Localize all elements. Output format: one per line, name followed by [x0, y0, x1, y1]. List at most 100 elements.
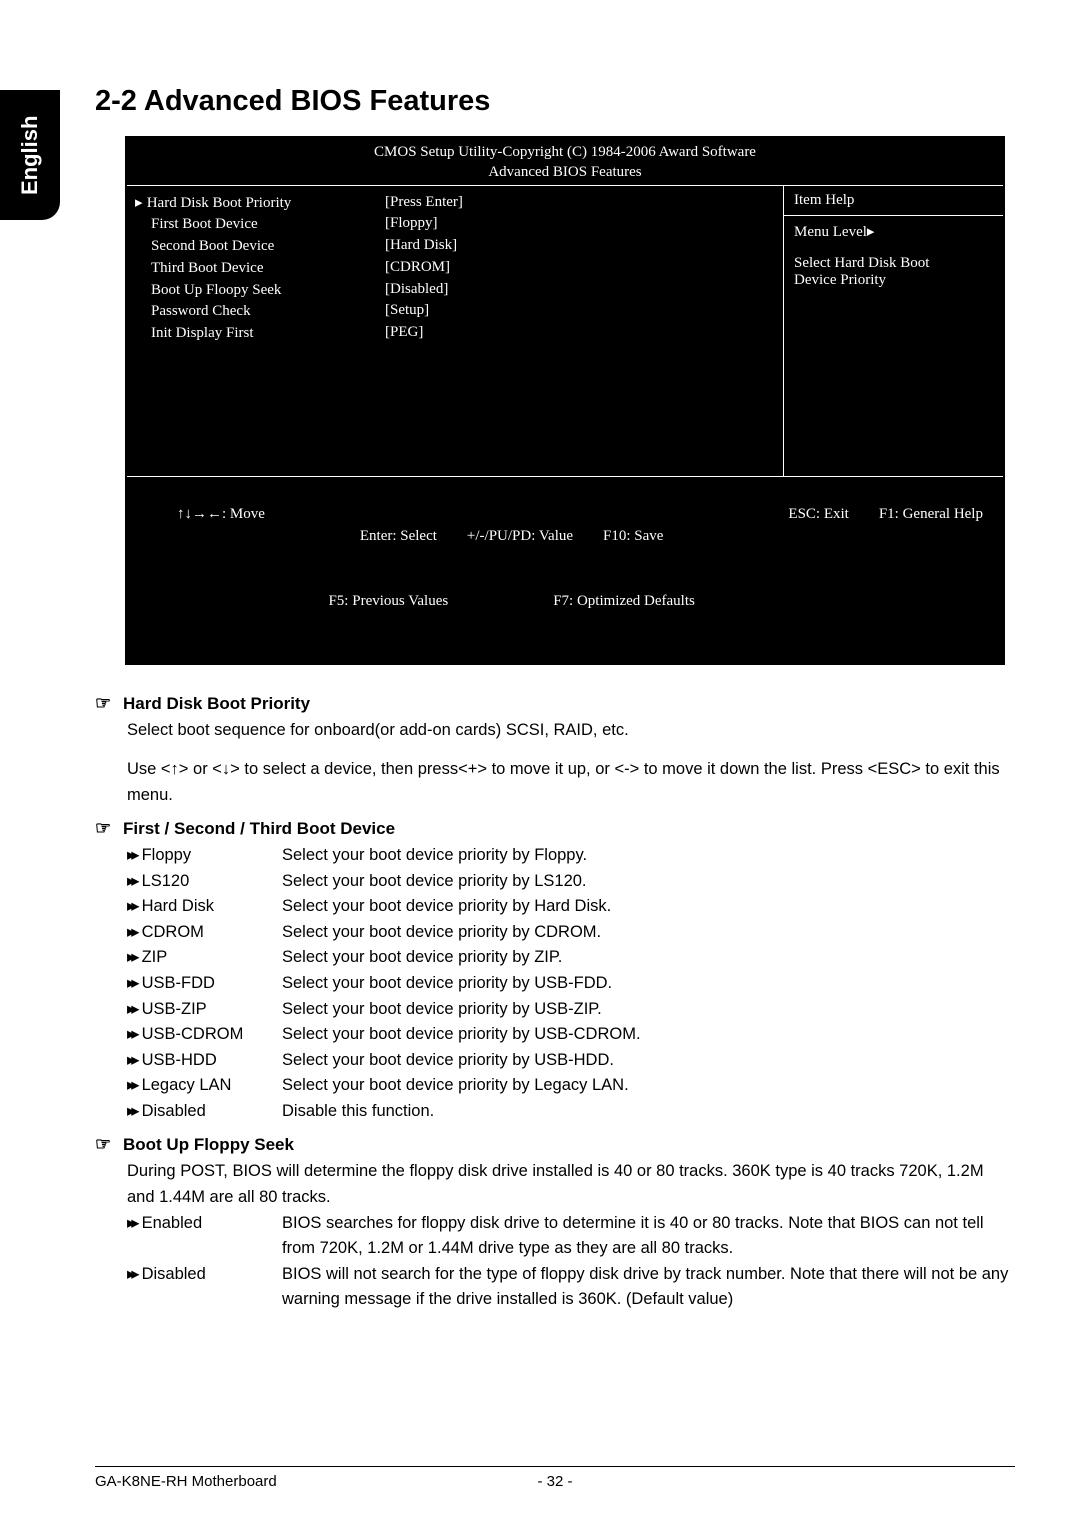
option-row: ▸▸CDROMSelect your boot device priority … — [127, 920, 1015, 946]
bios-value: [PEG] — [385, 322, 645, 344]
option-row: ▸▸DisabledDisable this function. — [127, 1099, 1015, 1125]
footer-page-number: - 32 - — [537, 1473, 572, 1490]
bios-value: [Press Enter] — [385, 192, 645, 214]
section-heading: First / Second / Third Boot Device — [123, 819, 395, 838]
option-desc: Select your boot device priority by ZIP. — [282, 945, 562, 971]
bios-label: Hard Disk Boot Priority — [147, 195, 292, 211]
option-row: ▸▸USB-CDROMSelect your boot device prior… — [127, 1022, 1015, 1048]
bios-label: Second Boot Device — [135, 236, 385, 258]
option-row: ▸▸FloppySelect your boot device priority… — [127, 843, 1015, 869]
option-desc: Select your boot device priority by LS12… — [282, 869, 587, 895]
option-desc: BIOS will not search for the type of flo… — [282, 1262, 1015, 1313]
option-row: ▸▸Hard DiskSelect your boot device prior… — [127, 894, 1015, 920]
bios-header-line1: CMOS Setup Utility-Copyright (C) 1984-20… — [127, 142, 1003, 162]
section-boot-device: ☞ First / Second / Third Boot Device ▸▸Fl… — [95, 818, 1015, 1124]
option-name: ▸▸Hard Disk — [127, 894, 282, 920]
option-desc: Select your boot device priority by Flop… — [282, 843, 587, 869]
bios-value: [Setup] — [385, 300, 645, 322]
page-content: 2-2 Advanced BIOS Features CMOS Setup Ut… — [95, 85, 1015, 1323]
arrow-icon: ▸▸ — [127, 1000, 136, 1018]
page-footer: GA-K8NE-RH Motherboard - 32 - — [95, 1466, 1015, 1490]
bios-value: [Disabled] — [385, 279, 645, 301]
bios-header: CMOS Setup Utility-Copyright (C) 1984-20… — [127, 138, 1003, 186]
help-title: Item Help — [794, 192, 993, 209]
bios-value: [CDROM] — [385, 257, 645, 279]
help-text: Device Priority — [794, 272, 993, 289]
option-row: ▸▸EnabledBIOS searches for floppy disk d… — [127, 1211, 1015, 1262]
option-desc: Select your boot device priority by Lega… — [282, 1073, 629, 1099]
option-row: ▸▸USB-HDDSelect your boot device priorit… — [127, 1048, 1015, 1074]
bios-header-line2: Advanced BIOS Features — [127, 162, 1003, 182]
option-name: ▸▸USB-HDD — [127, 1048, 282, 1074]
arrow-icon: ▸▸ — [127, 923, 136, 941]
option-desc: Select your boot device priority by USB-… — [282, 1022, 641, 1048]
option-name: ▸▸USB-CDROM — [127, 1022, 282, 1048]
section-floppy-seek: ☞ Boot Up Floppy Seek During POST, BIOS w… — [95, 1134, 1015, 1312]
option-desc: Select your boot device priority by USB-… — [282, 1048, 614, 1074]
option-row: ▸▸DisabledBIOS will not search for the t… — [127, 1262, 1015, 1313]
option-row: ▸▸USB-FDDSelect your boot device priorit… — [127, 971, 1015, 997]
option-name: ▸▸Legacy LAN — [127, 1073, 282, 1099]
bios-label: Password Check — [135, 301, 385, 323]
paragraph: Use <↑> or <↓> to select a device, then … — [127, 757, 1015, 808]
arrow-icon: ▸▸ — [127, 872, 136, 890]
option-row: ▸▸Legacy LANSelect your boot device prio… — [127, 1073, 1015, 1099]
help-menu-level: Menu Level▸ — [794, 222, 993, 241]
option-desc: Disable this function. — [282, 1099, 434, 1125]
arrow-icon: ▸▸ — [127, 846, 136, 864]
option-desc: Select your boot device priority by Hard… — [282, 894, 611, 920]
arrow-icon: ▸▸ — [127, 1214, 136, 1232]
bios-values-column: [Press Enter] [Floppy] [Hard Disk] [CDRO… — [385, 192, 645, 470]
footer-select: Enter: Select — [360, 528, 437, 544]
arrow-icon: ▸▸ — [127, 897, 136, 915]
option-name: ▸▸USB-FDD — [127, 971, 282, 997]
option-row: ▸▸USB-ZIPSelect your boot device priorit… — [127, 997, 1015, 1023]
bios-label: Boot Up Floopy Seek — [135, 280, 385, 302]
option-name: ▸▸CDROM — [127, 920, 282, 946]
option-name: ▸▸USB-ZIP — [127, 997, 282, 1023]
bios-label: Init Display First — [135, 323, 385, 345]
footer-value: +/-/PU/PD: Value — [467, 528, 573, 544]
option-name: ▸▸Disabled — [127, 1099, 282, 1125]
arrow-icon: ▸▸ — [127, 1076, 136, 1094]
option-desc: BIOS searches for floppy disk drive to d… — [282, 1211, 1015, 1262]
option-desc: Select your boot device priority by USB-… — [282, 971, 612, 997]
option-name: ▸▸Disabled — [127, 1262, 282, 1313]
section-hard-disk: ☞Hard Disk Boot Priority Select boot seq… — [95, 693, 1015, 809]
arrow-icon: ▸▸ — [127, 1025, 136, 1043]
footer-move: ↑↓→←: Move — [177, 506, 265, 522]
paragraph: Select boot sequence for onboard(or add-… — [127, 718, 1015, 744]
bios-value: [Floppy] — [385, 213, 645, 235]
option-name: ▸▸LS120 — [127, 869, 282, 895]
section-heading: Boot Up Floppy Seek — [123, 1135, 294, 1154]
hand-icon: ☞ — [95, 1134, 117, 1155]
arrow-icon: ▸▸ — [127, 974, 136, 992]
footer-save: F10: Save — [603, 528, 663, 544]
page-title: 2-2 Advanced BIOS Features — [95, 85, 1015, 118]
hand-icon: ☞ — [95, 818, 117, 839]
option-desc: Select your boot device priority by USB-… — [282, 997, 602, 1023]
language-tab: English — [0, 90, 60, 220]
footer-help: F1: General Help — [879, 506, 983, 522]
bios-label: First Boot Device — [135, 214, 385, 236]
footer-prev: F5: Previous Values — [328, 593, 448, 609]
footer-exit: ESC: Exit — [788, 506, 848, 522]
bios-footer: ↑↓→←: Move Enter: Select +/-/PU/PD: Valu… — [127, 477, 1003, 663]
option-name: ▸▸Floppy — [127, 843, 282, 869]
section-heading: Hard Disk Boot Priority — [123, 694, 310, 713]
option-row: ▸▸LS120Select your boot device priority … — [127, 869, 1015, 895]
option-name: ▸▸Enabled — [127, 1211, 282, 1262]
bios-help-panel: Item Help Menu Level▸ Select Hard Disk B… — [783, 186, 1003, 476]
help-text: Select Hard Disk Boot — [794, 255, 993, 272]
option-row: ▸▸ZIPSelect your boot device priority by… — [127, 945, 1015, 971]
paragraph: During POST, BIOS will determine the flo… — [127, 1159, 1015, 1210]
pointer-icon: ▸ — [135, 194, 147, 211]
option-name: ▸▸ZIP — [127, 945, 282, 971]
bios-label: Third Boot Device — [135, 258, 385, 280]
bios-value: [Hard Disk] — [385, 235, 645, 257]
footer-opt: F7: Optimized Defaults — [553, 593, 695, 609]
arrow-icon: ▸▸ — [127, 948, 136, 966]
arrow-icon: ▸▸ — [127, 1051, 136, 1069]
arrow-icon: ▸▸ — [127, 1102, 136, 1120]
bios-screenshot: CMOS Setup Utility-Copyright (C) 1984-20… — [125, 136, 1005, 665]
